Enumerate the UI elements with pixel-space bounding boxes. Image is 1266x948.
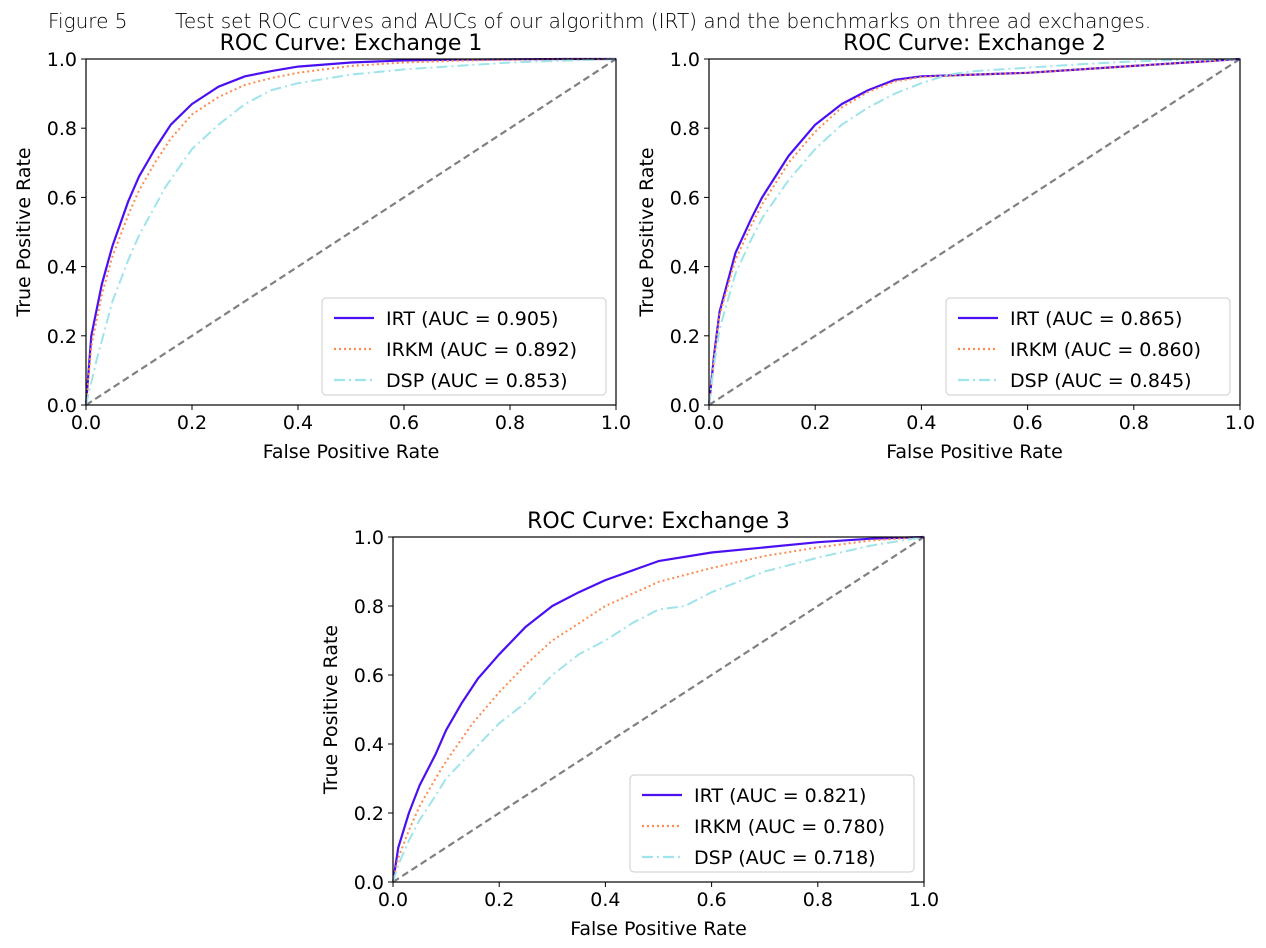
plot-frame <box>392 536 925 883</box>
x-tick-label: 0.6 <box>696 889 726 911</box>
legend-label: IRT (AUC = 0.821) <box>694 785 866 807</box>
series-line-solid <box>391 535 925 883</box>
x-tick-label: 0.4 <box>283 412 313 434</box>
series-line-dashdot <box>85 58 617 406</box>
legend-label: IRKM (AUC = 0.860) <box>1010 339 1201 361</box>
legend-box <box>945 297 1231 396</box>
chart-title: ROC Curve: Exchange 3 <box>527 509 790 534</box>
chart-1: ROC Curve: Exchange 1 0.0 0.2 0.4 0.6 0.8 1.0 0… <box>13 31 631 463</box>
x-tick-label: 0.0 <box>71 412 101 434</box>
x-tick-label: 0.4 <box>590 889 620 911</box>
figure-caption: Figure 5 Test set ROC curves and AUCs of… <box>48 9 1151 33</box>
caption-label: Figure 5 <box>48 9 127 33</box>
y-tick-label: 0.0 <box>47 395 77 417</box>
chart-3: ROC Curve: Exchange 3 0.0 0.2 0.4 0.6 0.8 1.0 0… <box>320 509 939 940</box>
chance-diagonal <box>85 58 617 406</box>
y-tick-label: 0.8 <box>354 596 384 618</box>
x-tick-label: 0.2 <box>800 412 830 434</box>
chance-diagonal <box>708 58 1241 406</box>
series-line-dotted <box>85 58 616 406</box>
legend-box <box>321 297 607 396</box>
y-tick-label: 1.0 <box>47 49 77 71</box>
x-tick-label: 1.0 <box>601 412 631 434</box>
x-tick-label: 0.8 <box>803 889 833 911</box>
y-axis-label: True Positive Rate <box>13 147 35 317</box>
x-axis-label: False Positive Rate <box>263 441 440 463</box>
y-tick-label: 1.0 <box>354 527 384 549</box>
x-tick-label: 0.0 <box>694 412 724 434</box>
legend: IRT (AUC = 0.905) IRKM (AUC = 0.892) DSP (… <box>321 297 607 396</box>
y-tick-label: 0.0 <box>670 395 700 417</box>
plot-frame <box>708 58 1241 406</box>
legend-label: DSP (AUC = 0.718) <box>694 847 876 869</box>
y-axis-label: True Positive Rate <box>636 147 658 317</box>
y-tick-label: 0.6 <box>47 187 77 209</box>
legend: IRT (AUC = 0.865) IRKM (AUC = 0.860) DSP (… <box>945 297 1231 396</box>
legend-label: DSP (AUC = 0.845) <box>1010 370 1192 392</box>
y-tick-label: 0.4 <box>670 257 700 279</box>
x-axis-label: False Positive Rate <box>570 918 747 940</box>
series-line-dashdot <box>392 536 925 883</box>
x-tick-label: 0.2 <box>177 412 207 434</box>
x-tick-label: 1.0 <box>1225 412 1255 434</box>
y-tick-label: 0.6 <box>670 187 700 209</box>
series-line-dotted <box>392 536 925 883</box>
chance-diagonal <box>392 536 925 883</box>
series-line-dotted <box>708 58 1241 406</box>
y-tick-label: 0.2 <box>47 326 77 348</box>
legend-box <box>629 774 915 873</box>
legend-label: IRKM (AUC = 0.780) <box>694 816 885 838</box>
x-tick-label: 0.6 <box>389 412 419 434</box>
chart-2: ROC Curve: Exchange 2 0.0 0.2 0.4 0.6 0.8 1.0 0… <box>636 31 1255 463</box>
y-tick-label: 0.2 <box>354 803 384 825</box>
y-tick-label: 0.8 <box>47 118 77 140</box>
plots: ROC Curve: Exchange 1 0.0 0.2 0.4 0.6 0.8 1.0 0… <box>13 31 1255 940</box>
y-tick-label: 0.8 <box>670 118 700 140</box>
caption-text: Test set ROC curves and AUCs of our algo… <box>175 9 1151 33</box>
x-tick-label: 1.0 <box>909 889 939 911</box>
chart-title: ROC Curve: Exchange 2 <box>843 31 1106 56</box>
y-tick-label: 0.4 <box>354 734 384 756</box>
plot-frame <box>85 58 617 406</box>
series-line-dashdot <box>708 58 1241 406</box>
legend-label: IRT (AUC = 0.865) <box>1010 308 1182 330</box>
legend-label: DSP (AUC = 0.853) <box>386 370 568 392</box>
chart-title: ROC Curve: Exchange 1 <box>220 31 483 56</box>
x-tick-label: 0.6 <box>1012 412 1042 434</box>
x-tick-label: 0.8 <box>495 412 525 434</box>
y-tick-label: 0.2 <box>670 326 700 348</box>
x-tick-label: 0.4 <box>906 412 936 434</box>
legend-label: IRT (AUC = 0.905) <box>386 308 558 330</box>
y-tick-label: 0.4 <box>47 257 77 279</box>
x-axis-label: False Positive Rate <box>886 441 1063 463</box>
y-tick-label: 0.0 <box>354 872 384 894</box>
legend: IRT (AUC = 0.821) IRKM (AUC = 0.780) DSP (… <box>629 774 915 873</box>
y-tick-label: 1.0 <box>670 49 700 71</box>
x-tick-label: 0.0 <box>378 889 408 911</box>
y-tick-label: 0.6 <box>354 665 384 687</box>
x-tick-label: 0.2 <box>484 889 514 911</box>
y-axis-label: True Positive Rate <box>320 625 342 795</box>
legend-label: IRKM (AUC = 0.892) <box>386 339 577 361</box>
x-tick-label: 0.8 <box>1119 412 1149 434</box>
